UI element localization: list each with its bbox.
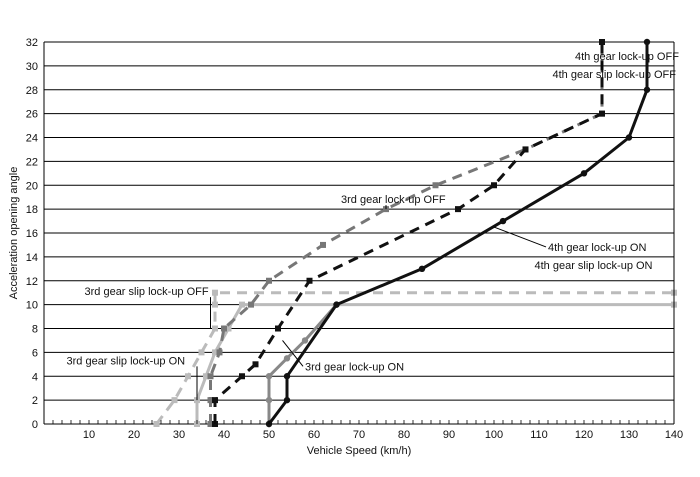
x-tick-label: 40 xyxy=(218,429,230,441)
x-tick-label: 100 xyxy=(485,429,503,441)
annotation-label: 4th gear lock-up ON xyxy=(548,242,646,254)
x-tick-label: 50 xyxy=(263,429,275,441)
data-point xyxy=(212,325,218,332)
annotation-label: 4th gear slip lock-up ON xyxy=(535,260,653,272)
data-point xyxy=(283,396,291,404)
data-point xyxy=(643,86,651,93)
data-point xyxy=(198,349,205,356)
x-tick-label: 110 xyxy=(530,429,548,441)
data-point xyxy=(212,397,218,404)
data-point xyxy=(212,289,218,296)
x-tick-label: 10 xyxy=(83,429,95,441)
y-tick-label: 14 xyxy=(26,252,38,264)
y-tick-label: 16 xyxy=(26,228,38,240)
data-point xyxy=(153,421,160,427)
y-tick-label: 32 xyxy=(26,37,38,49)
x-tick-label: 130 xyxy=(620,429,638,441)
y-tick-label: 20 xyxy=(26,180,38,192)
data-point xyxy=(522,146,529,153)
data-point xyxy=(207,421,214,427)
annotation-label: 3rd gear slip lock-up OFF xyxy=(85,286,209,298)
annotation-leader xyxy=(493,226,547,248)
series-line-1 xyxy=(155,291,674,425)
y-tick-label: 22 xyxy=(26,156,38,168)
annotation-leader xyxy=(282,340,304,367)
x-tick-label: 140 xyxy=(665,429,683,441)
data-point xyxy=(185,373,191,380)
series-layer xyxy=(153,38,677,428)
y-tick-label: 10 xyxy=(26,300,38,312)
data-point xyxy=(418,265,426,273)
x-tick-label: 30 xyxy=(173,429,185,441)
data-point xyxy=(283,373,291,380)
data-point xyxy=(239,373,245,380)
data-point xyxy=(225,325,232,332)
data-point xyxy=(248,301,254,308)
data-point xyxy=(221,325,227,332)
y-tick-label: 26 xyxy=(26,109,38,121)
x-axis-title: Vehicle Speed (km/h) xyxy=(307,445,412,457)
data-point xyxy=(239,301,245,308)
annotation-label: 4th gear slip lock-up OFF xyxy=(553,69,677,81)
data-point xyxy=(491,182,497,189)
y-tick-label: 18 xyxy=(26,204,38,216)
y-tick-label: 28 xyxy=(26,85,38,97)
annotation-label: 3rd gear lock-up ON xyxy=(305,361,404,373)
data-point xyxy=(212,349,218,356)
data-point xyxy=(265,396,273,404)
data-point xyxy=(499,217,507,225)
data-point xyxy=(455,206,461,213)
x-tick-label: 70 xyxy=(353,429,365,441)
x-tick-label: 90 xyxy=(443,429,455,441)
data-point xyxy=(320,241,326,248)
y-tick-label: 0 xyxy=(32,419,38,431)
x-tick-label: 20 xyxy=(128,429,140,441)
data-point xyxy=(266,277,272,284)
series-line-4 xyxy=(267,303,338,424)
data-point xyxy=(207,373,214,380)
data-point xyxy=(283,355,291,362)
data-point xyxy=(216,349,223,356)
data-point xyxy=(275,325,281,332)
y-tick-label: 4 xyxy=(32,371,38,383)
series-line-6 xyxy=(267,42,649,425)
data-point xyxy=(599,39,605,45)
data-point xyxy=(203,373,209,380)
data-point xyxy=(265,373,273,380)
y-tick-label: 12 xyxy=(26,276,38,288)
y-axis-title: Acceleration opening angle xyxy=(8,167,20,300)
annotation-label: 3rd gear slip lock-up ON xyxy=(67,355,186,367)
x-tick-label: 60 xyxy=(308,429,320,441)
data-point xyxy=(212,301,218,308)
data-point xyxy=(252,361,259,368)
data-point xyxy=(580,170,588,177)
data-point xyxy=(207,397,214,404)
data-point xyxy=(432,182,439,189)
data-point xyxy=(171,397,178,404)
data-point xyxy=(599,110,605,117)
annotation-layer: 4th gear lock-up OFF 4th gear slip lock-u… xyxy=(67,51,679,401)
y-tick-label: 8 xyxy=(32,324,38,336)
data-point xyxy=(301,337,309,344)
data-point xyxy=(643,38,651,46)
y-tick-label: 24 xyxy=(26,133,38,145)
data-point xyxy=(333,301,340,308)
x-tick-label: 120 xyxy=(575,429,593,441)
x-tick-label: 80 xyxy=(398,429,410,441)
annotation-label: 4th gear lock-up OFF xyxy=(575,51,679,63)
annotation-label: 3rd gear lock-up OFF xyxy=(341,194,446,206)
data-point xyxy=(306,277,313,284)
y-tick-label: 30 xyxy=(26,61,38,73)
y-tick-label: 6 xyxy=(32,347,38,359)
y-tick-label: 2 xyxy=(32,395,38,407)
data-point xyxy=(625,134,633,141)
